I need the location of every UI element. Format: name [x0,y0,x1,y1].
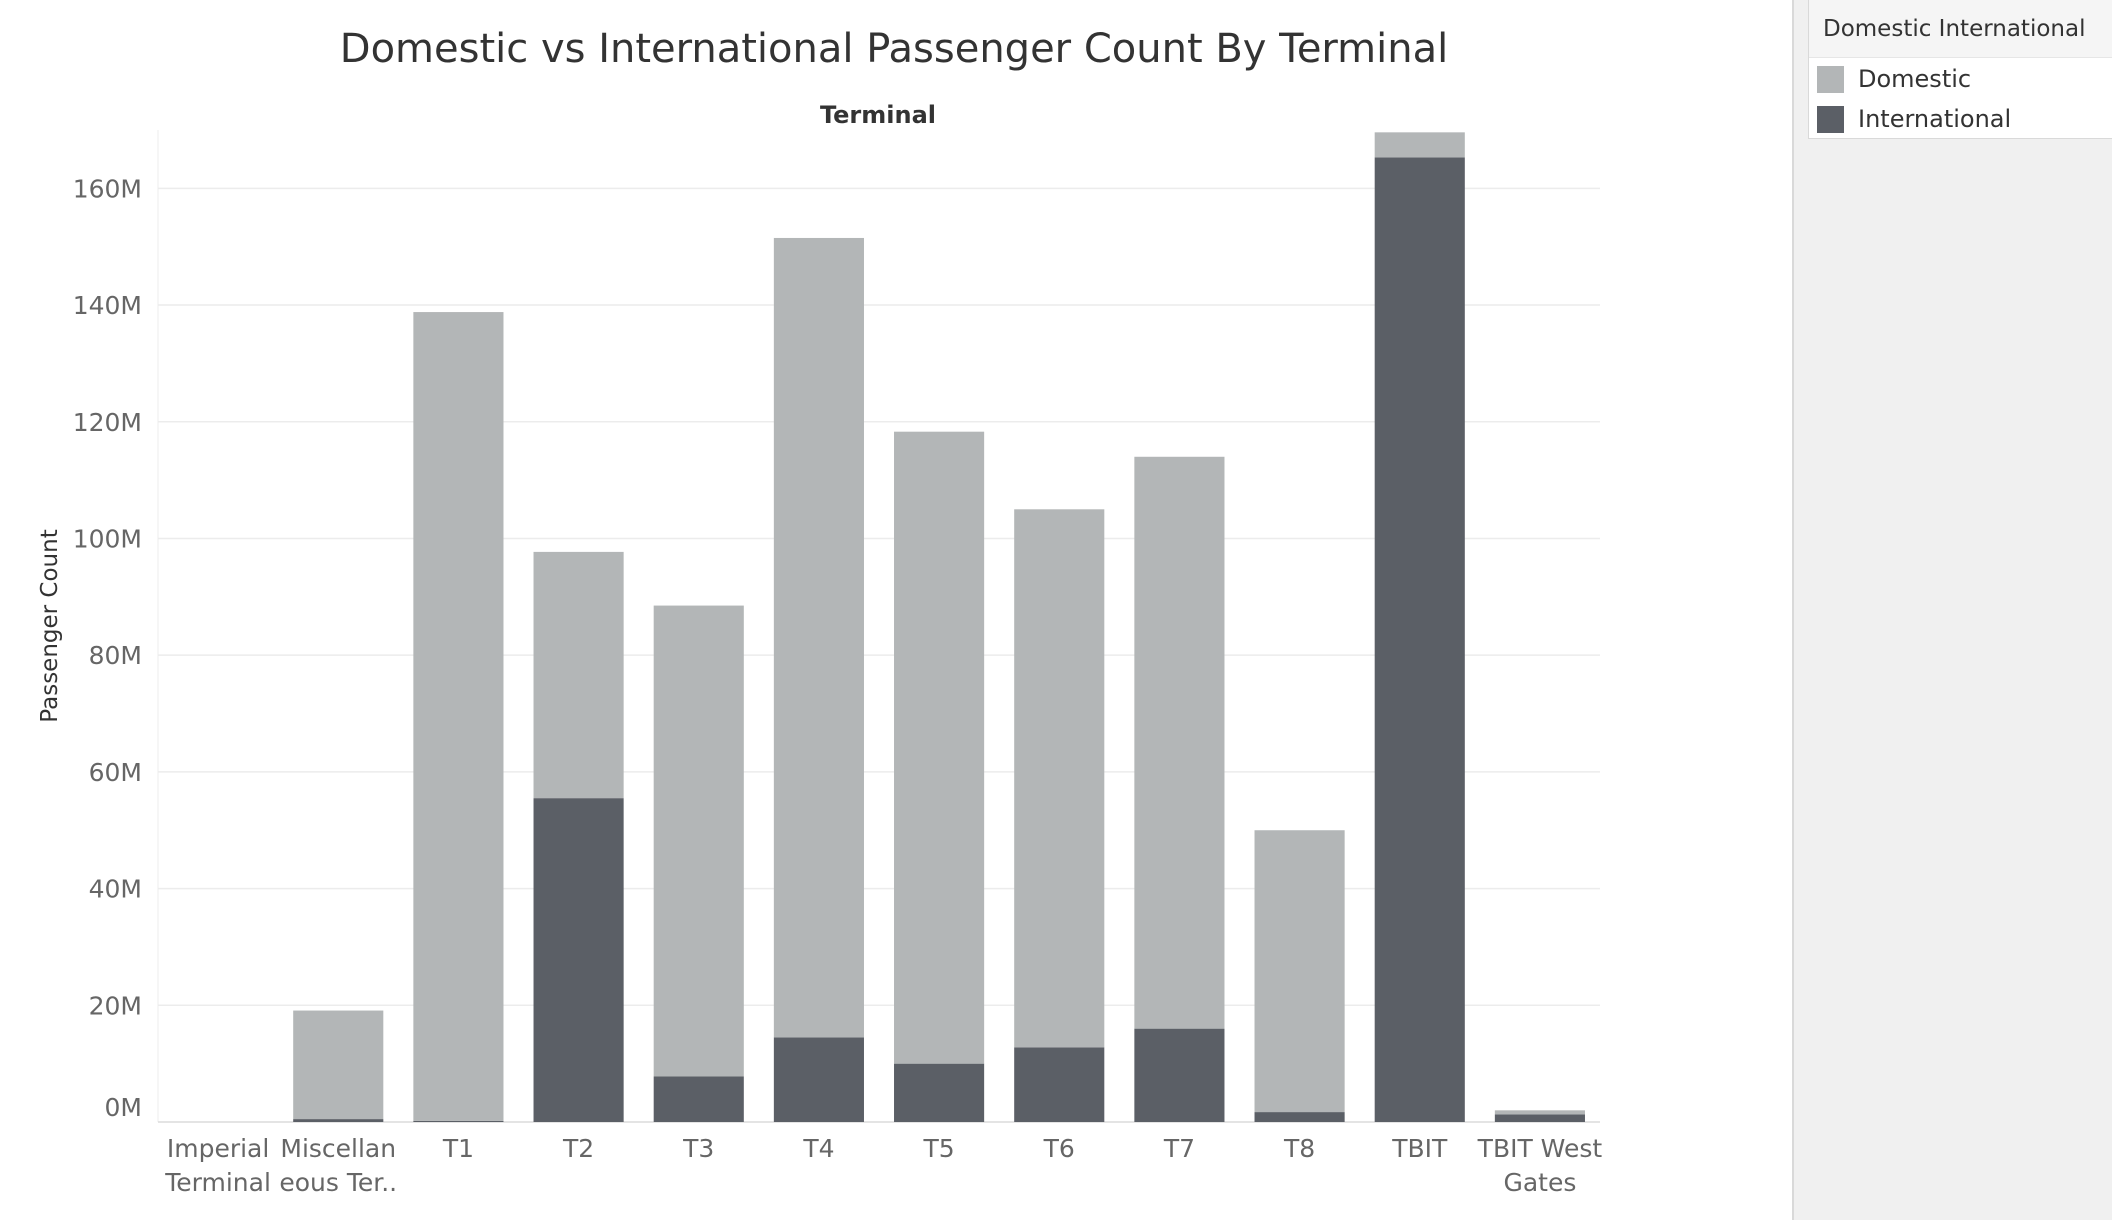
bar-domestic[interactable] [1014,509,1105,1048]
x-category-label: T8 [1283,1134,1315,1163]
bars [293,132,1585,1122]
x-category-label: T6 [1043,1134,1075,1163]
x-category-label: Terminal [164,1168,271,1197]
y-tick-label: 140M [73,291,142,320]
bar-domestic[interactable] [1374,132,1465,158]
legend-title: Domestic International [1809,0,2112,58]
bar-international[interactable] [413,1120,504,1122]
y-tick-label: 20M [89,991,142,1020]
y-axis-ticks: 0M 20M 40M 60M 80M 100M 120M 140M 160M [73,174,142,1122]
x-category-label: T2 [562,1134,594,1163]
x-category-label: T5 [922,1134,954,1163]
chart-area: Domestic vs International Passenger Coun… [37,26,1602,1197]
bar-international[interactable] [894,1063,985,1122]
x-category-label: Gates [1503,1168,1576,1197]
bar-domestic[interactable] [894,431,985,1064]
legend-item-domestic[interactable]: Domestic [1817,64,1971,94]
legend-swatch-international [1817,105,1844,133]
x-category-label: T7 [1163,1134,1195,1163]
bar-international[interactable] [653,1076,744,1122]
y-tick-label: 40M [89,875,142,904]
bar-domestic[interactable] [293,1010,384,1120]
y-tick-label: 0M [105,1093,142,1122]
bar-domestic[interactable] [533,551,624,799]
x-category-label: Miscellan [280,1134,396,1163]
bar-domestic[interactable] [413,312,504,1121]
y-tick-label: 100M [73,524,142,553]
bar-international[interactable] [293,1119,384,1122]
x-category-label: T1 [442,1134,474,1163]
bar-international[interactable] [773,1037,864,1122]
x-category-label: TBIT West [1477,1134,1603,1163]
legend-swatch-domestic [1817,65,1844,93]
y-tick-label: 60M [89,758,142,787]
bar-international[interactable] [533,798,624,1122]
x-category-label: eous Ter.. [279,1168,397,1197]
x-category-label: T3 [682,1134,714,1163]
y-axis-title: Passenger Count [37,529,63,722]
gridlines [157,130,1600,1123]
bar-international[interactable] [1254,1112,1345,1122]
bar-domestic[interactable] [1494,1110,1585,1115]
bar-domestic[interactable] [653,605,744,1077]
y-tick-label: 80M [89,641,142,670]
bar-international[interactable] [1134,1028,1225,1122]
x-axis-categories: Imperial Terminal Miscellan eous Ter.. T1 T2 T… [164,1134,1602,1197]
bar-domestic[interactable] [1254,830,1345,1113]
x-category-label: T4 [802,1134,834,1163]
bar-international[interactable] [1014,1047,1105,1122]
legend-label-domestic: Domestic [1858,65,1972,93]
legend-item-international[interactable]: International [1817,104,2011,134]
x-category-label: TBIT [1391,1134,1448,1163]
legend-label-international: International [1858,105,2012,133]
bar-domestic[interactable] [1134,456,1225,1029]
column-header: Terminal [820,101,936,129]
bar-domestic[interactable] [773,237,864,1038]
bar-international[interactable] [1374,157,1465,1122]
y-tick-label: 120M [73,408,142,437]
legend: Domestic International Domestic Internat… [1808,0,2112,139]
y-tick-label: 160M [73,174,142,203]
side-panel: Domestic International Domestic Internat… [1792,0,2112,1220]
bar-international[interactable] [1494,1114,1585,1122]
x-category-label: Imperial [167,1134,269,1163]
chart-title: Domestic vs International Passenger Coun… [340,26,1448,72]
